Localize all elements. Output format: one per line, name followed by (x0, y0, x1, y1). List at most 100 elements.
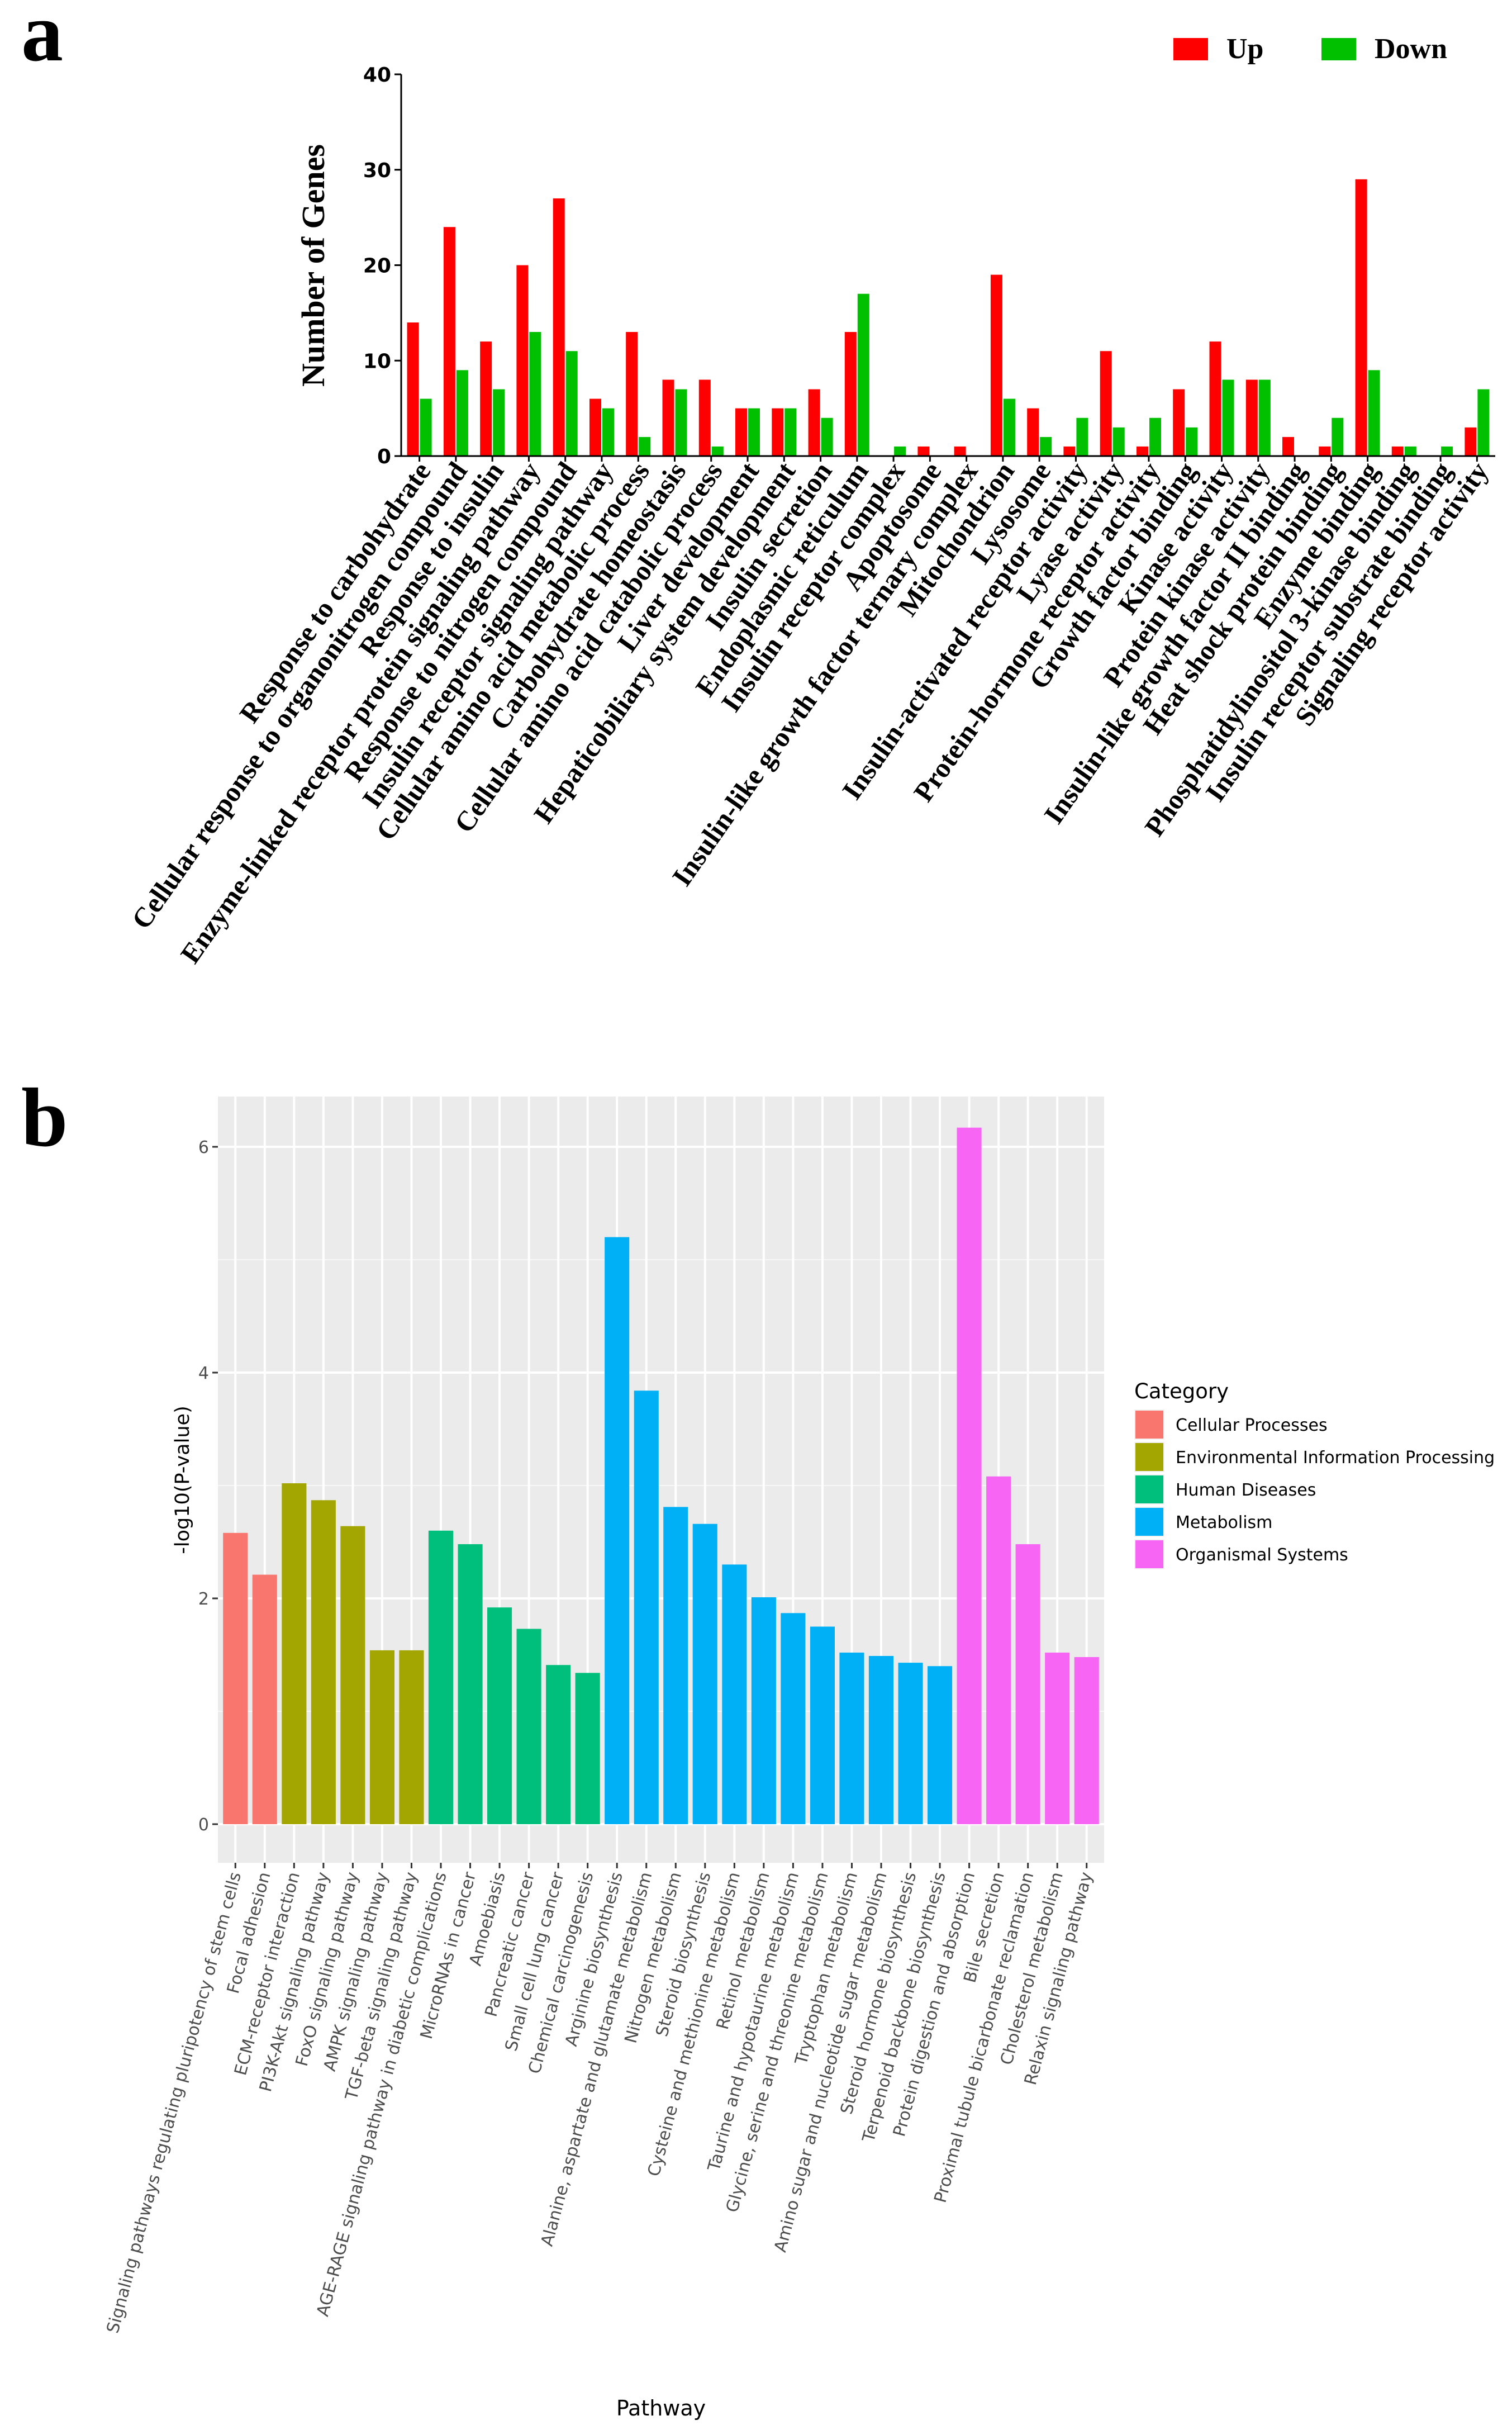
bar-arginine-biosynthesis (605, 1237, 630, 1824)
legend-swatch-environmental-information-processing (1135, 1443, 1163, 1471)
bar-up-protein-hormone-receptor-activity (1137, 446, 1148, 456)
legend-label-organismal-systems: Organismal Systems (1176, 1545, 1348, 1565)
panel-a-y-tick-label: 40 (363, 64, 391, 87)
panel-b-legend: Category Cellular Processes Environmental … (1134, 1379, 1495, 1569)
bar-up-hepaticobiliary-system-development (772, 408, 784, 456)
bar-up-insulin-like-growth-factor-ii-binding (1282, 436, 1294, 456)
bar-cysteine-and-methionine-metabolism (722, 1564, 747, 1824)
bar-age-rage-signaling-pathway-in-diabetic-complications (428, 1530, 453, 1824)
panel-a-y-tick-label: 20 (363, 255, 391, 278)
bar-steroid-biosynthesis (692, 1524, 717, 1824)
legend-swatch-down (1321, 38, 1356, 60)
bar-down-cellular-response-to-organonitrogen-compound (456, 370, 468, 456)
bar-down-insulin-receptor-substrate-binding (1441, 446, 1453, 456)
bar-tryptophan-metabolism (839, 1653, 864, 1824)
bar-foxo-signaling-pathway (340, 1526, 365, 1824)
bar-down-signaling-receptor-activity (1477, 389, 1490, 456)
bar-taurine-and-hypotaurine-metabolism (781, 1613, 806, 1824)
bar-down-kinase-activity (1222, 379, 1234, 456)
bar-down-response-to-nitrogen-compound (565, 351, 578, 456)
bar-focal-adhesion (252, 1574, 277, 1824)
panel-b: 0 2 4 6 Signaling pathways regulating pluri… (103, 1097, 1495, 2420)
panel-b-y-tick-label: 6 (198, 1138, 209, 1157)
bar-up-kinase-activity (1209, 341, 1221, 456)
bar-down-cellular-amino-acid-catabolic-process (711, 446, 724, 456)
bar-up-heat-shock-protein-binding (1319, 446, 1331, 456)
bar-up-endoplasmic-reticulum (844, 332, 857, 456)
bar-pi3k-akt-signaling-pathway (311, 1500, 336, 1824)
bar-up-insulin-activated-receptor-activity (1063, 446, 1076, 456)
bar-up-signaling-receptor-activity (1465, 427, 1477, 456)
bar-up-insulin-receptor-signaling-pathway (589, 398, 601, 456)
panel-a-y-tick-label: 0 (377, 445, 391, 468)
bar-down-cellular-amino-acid-metabolic-process (639, 436, 651, 456)
bar-down-carbohydrate-homeostasis (675, 389, 687, 456)
bar-down-phosphatidylinositol-3-kinase-binding (1404, 446, 1416, 456)
bar-up-enzyme-linked-receptor-protein-signaling-pathway (516, 265, 529, 456)
bar-up-phosphatidylinositol-3-kinase-binding (1391, 446, 1404, 456)
bar-down-insulin-secretion (821, 417, 833, 456)
bar-up-enzyme-binding (1355, 179, 1367, 456)
bar-up-cellular-amino-acid-catabolic-process (698, 379, 711, 456)
bar-down-liver-development (748, 408, 760, 456)
legend-label-metabolism: Metabolism (1176, 1513, 1272, 1532)
panel-a-y-ticks: 0 10 20 30 40 (363, 64, 401, 468)
bar-bile-secretion (986, 1476, 1011, 1824)
bar-down-enzyme-linked-receptor-protein-signaling-pathway (529, 332, 541, 456)
bar-pancreatic-cancer (516, 1629, 541, 1824)
panel-a-axes (400, 74, 1495, 457)
panel-b-y-tick-label: 2 (198, 1589, 209, 1609)
svg-text:a: a (21, 0, 63, 79)
bar-micrornas-in-cancer (458, 1544, 483, 1824)
legend-label-environmental-information-processing: Environmental Information Processing (1176, 1448, 1495, 1468)
legend-label-cellular-processes: Cellular Processes (1176, 1416, 1328, 1435)
bar-terpenoid-backbone-biosynthesis (928, 1666, 953, 1824)
bar-up-liver-development (735, 408, 747, 456)
bar-small-cell-lung-cancer (546, 1665, 571, 1824)
legend-swatch-up (1173, 38, 1208, 60)
bar-up-mitochondrion (990, 274, 1002, 456)
panel-b-y-axis-label: -log10(P-value) (172, 1406, 194, 1554)
bar-down-response-to-carbohydrate (420, 398, 432, 456)
legend-swatch-cellular-processes (1135, 1411, 1163, 1439)
bar-up-insulin-like-growth-factor-ternary-complex (954, 446, 966, 456)
bar-down-hepaticobiliary-system-development (784, 408, 797, 456)
bar-signaling-pathways-regulating-pluripotency-of-stem-cells (223, 1532, 248, 1824)
bar-steroid-hormone-biosynthesis (898, 1663, 923, 1824)
bar-protein-digestion-and-absorption (957, 1127, 982, 1824)
bar-glycine-serine-and-threonine-metabolism (810, 1626, 835, 1824)
bar-up-cellular-response-to-organonitrogen-compound (443, 227, 455, 456)
panel-a-legend: Up Down (1173, 33, 1447, 65)
bar-amoebiasis (487, 1607, 512, 1824)
bar-relaxin-signaling-pathway (1074, 1657, 1099, 1824)
bar-retinol-metabolism (751, 1597, 776, 1824)
bar-down-insulin-receptor-complex (894, 446, 906, 456)
bar-down-enzyme-binding (1368, 370, 1380, 456)
panel-b-plot-background (218, 1097, 1104, 1863)
panel-b-legend-title: Category (1134, 1379, 1229, 1403)
bar-up-cellular-amino-acid-metabolic-process (626, 332, 638, 456)
legend-label-human-diseases: Human Diseases (1176, 1480, 1316, 1500)
bar-up-growth-factor-binding (1173, 389, 1185, 456)
panel-a-y-tick-label: 10 (363, 350, 391, 373)
bar-up-lyase-activity (1100, 351, 1112, 456)
bar-alanine-aspartate-and-glutamate-metabolism (634, 1390, 659, 1824)
bar-down-lyase-activity (1112, 427, 1125, 456)
bar-cholesterol-metabolism (1045, 1653, 1070, 1824)
bar-proximal-tubule-bicarbonate-reclamation (1015, 1544, 1040, 1824)
bar-down-heat-shock-protein-binding (1332, 417, 1344, 456)
bar-up-protein-kinase-activity (1245, 379, 1258, 456)
bar-ampk-signaling-pathway (369, 1650, 394, 1824)
panel-b-x-axis-label: Pathway (616, 2396, 706, 2420)
bar-down-response-to-insulin (493, 389, 505, 456)
bar-down-insulin-activated-receptor-activity (1076, 417, 1088, 456)
bar-down-protein-hormone-receptor-activity (1149, 417, 1161, 456)
panel-a-y-axis-label: Number of Genes (295, 144, 331, 387)
panel-b-y-ticks: 0 2 4 6 (198, 1138, 218, 1835)
bar-amino-sugar-and-nucleotide-sugar-metabolism (868, 1656, 893, 1824)
bar-up-response-to-insulin (480, 341, 492, 456)
panel-a: 0 10 20 30 40 Response to carbohydrateCellul… (125, 33, 1495, 969)
bar-up-insulin-secretion (808, 389, 820, 456)
bar-down-endoplasmic-reticulum (857, 293, 869, 456)
